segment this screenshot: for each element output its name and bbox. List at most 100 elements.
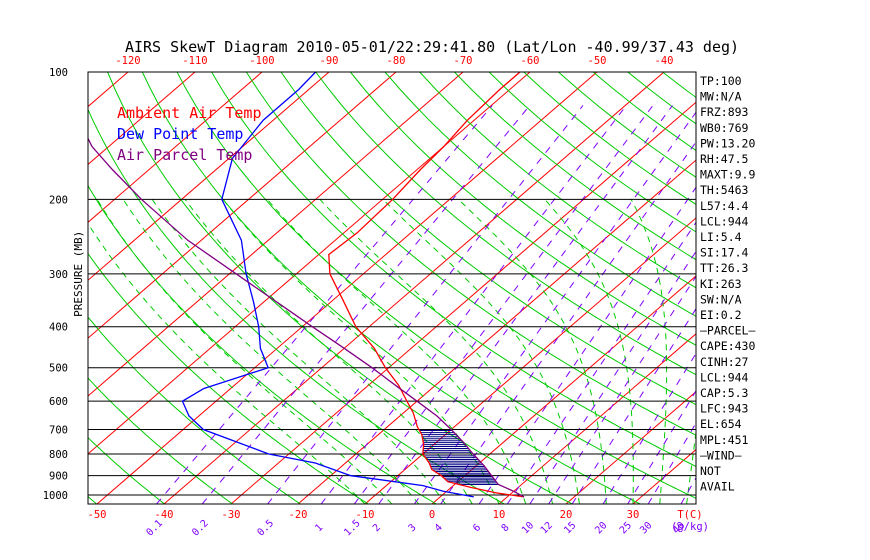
index-label: SW:N/A	[700, 292, 742, 306]
index-label: LCL:944	[700, 214, 749, 228]
isotherm-line	[96, 72, 598, 504]
mixing-ratio-label: 0.5	[256, 518, 277, 539]
mixing-ratio-line	[378, 105, 673, 504]
index-label: CAPE:430	[700, 339, 755, 353]
index-label: EL:654	[700, 417, 742, 431]
mixing-ratio-line	[156, 105, 493, 504]
top-temp-tick-label: -50	[588, 55, 607, 67]
chart-title: AIRS SkewT Diagram 2010-05-01/22:29:41.8…	[125, 38, 739, 56]
plot-frame	[87, 71, 697, 505]
bottom-temp-tick-label: 10	[493, 509, 506, 521]
mixing-ratio-label: 1	[313, 522, 325, 534]
index-label: AVAIL	[700, 480, 735, 494]
index-label: KI:263	[700, 277, 742, 291]
pressure-tick-label: 600	[49, 396, 68, 408]
index-label: CAP:5.3	[700, 386, 749, 400]
dry-adiabat-line	[176, 72, 696, 499]
dry-adiabat-line	[384, 72, 696, 317]
top-temp-tick-label: -70	[454, 55, 473, 67]
top-temp-tick-label: -60	[521, 55, 540, 67]
mixing-ratio-line	[529, 250, 696, 504]
moist-adiabat-line	[382, 198, 580, 504]
mixing-ratio-line	[267, 105, 584, 504]
mixing-ratio-label: 12	[539, 520, 555, 536]
mixing-ratio-line	[478, 186, 696, 504]
isotherm-line	[88, 72, 129, 108]
mixing-ratio-label: 0.1	[145, 518, 166, 539]
isotherm-line	[230, 101, 696, 504]
mixing-ratio-label: 30	[638, 520, 654, 536]
pressure-tick-label: 100	[49, 67, 68, 79]
isotherm-line	[297, 159, 696, 504]
bottom-temp-unit-label: T(C)	[677, 509, 702, 521]
dry-adiabat-line	[88, 316, 301, 504]
mixing-ratio-line	[647, 422, 696, 504]
dry-adiabat-line	[801, 72, 870, 504]
isotherm-line	[431, 275, 696, 504]
top-temp-tick-label: -40	[655, 55, 674, 67]
moist-adiabat-line	[630, 199, 668, 504]
index-label: TP:100	[700, 74, 742, 88]
bottom-temp-tick-label: -10	[356, 509, 375, 521]
mixing-ratio-line	[201, 105, 531, 504]
moist-adiabat-line	[222, 198, 500, 504]
index-label: MAXT:9.9	[700, 168, 755, 182]
index-label: CINH:27	[700, 355, 749, 369]
index-label: SI:17.4	[700, 246, 749, 260]
dry-adiabat-line	[315, 72, 696, 376]
dewpoint-temp-line	[181, 72, 474, 498]
dry-adiabat-line	[107, 72, 573, 504]
bottom-temp-tick-label: -50	[88, 509, 107, 521]
moist-adiabat-line	[184, 199, 473, 504]
pressure-tick-label: 700	[49, 425, 68, 437]
mixing-ratio-label: 20	[593, 520, 609, 536]
mixing-ratio-label: 25	[618, 520, 634, 536]
moist-adiabat-line	[686, 428, 696, 504]
index-label: —PARCEL—	[700, 324, 755, 338]
mixing-ratio-label: 3	[407, 522, 419, 534]
index-label: EI:0.2	[700, 308, 742, 322]
dry-adiabat-line	[419, 72, 696, 289]
index-label: TT:26.3	[700, 261, 749, 275]
dry-adiabat-lines	[0, 72, 870, 504]
dry-adiabat-line	[662, 72, 696, 98]
pressure-tick-label: 800	[49, 449, 68, 461]
index-label: PW:13.20	[700, 136, 755, 150]
dry-adiabat-line	[245, 72, 696, 436]
mixing-ratio-label: 2	[371, 522, 383, 534]
dry-adiabat-line	[211, 72, 696, 467]
top-temp-tick-label: -110	[182, 55, 207, 67]
dry-adiabat-line	[454, 72, 696, 261]
mixing-ratio-line	[353, 105, 654, 504]
mixing-ratio-label: 8	[500, 522, 512, 534]
dry-adiabat-line	[0, 72, 29, 504]
index-label: TH:5463	[700, 183, 749, 197]
moist-adiabat-lines	[88, 198, 696, 504]
moist-adiabat-line	[458, 198, 607, 504]
mixing-ratio-line	[506, 221, 696, 504]
index-label: FRZ:893	[700, 105, 749, 119]
top-temp-tick-label: -100	[249, 55, 274, 67]
mixing-ratio-lines	[156, 105, 696, 504]
dry-adiabat-line	[88, 252, 369, 504]
moist-adiabat-line	[544, 198, 634, 504]
bottom-temp-tick-label: 0	[429, 509, 435, 521]
dry-adiabat-line	[88, 377, 233, 504]
isotherm-line	[0, 72, 61, 504]
pressure-tick-label: 200	[49, 194, 68, 206]
isotherm-line	[498, 333, 696, 504]
dry-adiabat-line	[523, 72, 696, 205]
mixing-ratio-label: 4	[433, 522, 445, 534]
bottom-temp-tick-label: 20	[560, 509, 573, 521]
mixing-ratio-label: 1.5	[342, 518, 363, 539]
y-axis-label: PRESSURE (MB)	[72, 231, 85, 317]
top-temp-tick-label: -90	[320, 55, 339, 67]
index-label: MW:N/A	[700, 90, 742, 104]
parcel-temp-line	[88, 137, 525, 498]
isotherm-line	[88, 72, 464, 397]
isotherm-line	[88, 72, 263, 223]
isotherm-line	[364, 217, 696, 504]
index-label: WB0:769	[700, 121, 749, 135]
labels: AIRS SkewT Diagram 2010-05-01/22:29:41.8…	[43, 38, 756, 539]
moist-adiabat-line	[151, 199, 446, 504]
